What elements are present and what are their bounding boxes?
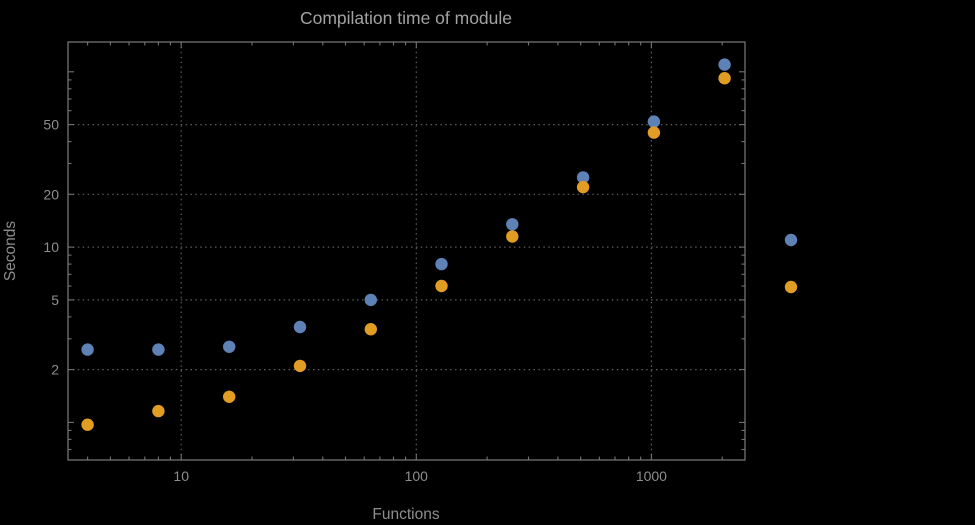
legend (784, 233, 798, 294)
y-tick-label: 10 (43, 239, 59, 255)
data-point-series-orange (576, 180, 590, 194)
frame-layer (67, 41, 746, 461)
legend-marker-series-orange (784, 280, 798, 294)
chart-title: Compilation time of module (300, 8, 512, 28)
y-tick-label: 2 (51, 362, 59, 378)
y-axis-label: Seconds (2, 221, 19, 282)
legend-marker-series-blue (784, 233, 798, 247)
x-tick-label: 100 (405, 468, 429, 484)
data-point-series-blue (506, 218, 519, 231)
data-point-series-orange (293, 359, 307, 373)
y-tick-label: 5 (51, 292, 59, 308)
data-point-series-orange (506, 230, 519, 243)
x-axis-label: Functions (372, 506, 439, 523)
data-point-series-blue (576, 171, 590, 184)
data-point-series-orange (718, 72, 731, 85)
data-points (81, 58, 731, 431)
data-point-series-orange (81, 418, 94, 431)
x-tick-label: 1000 (636, 468, 667, 484)
data-point-series-blue (223, 340, 236, 353)
y-tick-label: 50 (43, 117, 59, 133)
axis-ticks (68, 42, 745, 460)
data-point-series-orange (435, 279, 448, 293)
y-tick-label: 20 (43, 186, 59, 202)
data-point-series-blue (152, 343, 165, 356)
data-point-series-orange (152, 404, 165, 418)
gridlines (68, 42, 745, 460)
data-point-series-orange (364, 323, 377, 336)
data-point-series-blue (718, 58, 731, 71)
data-point-series-orange (223, 390, 236, 403)
data-point-series-blue (81, 343, 94, 356)
plot-frame (67, 41, 746, 461)
tick-labels: 10 100 1000 2 5 10 20 50 (43, 117, 667, 484)
data-point-series-blue (364, 293, 377, 307)
data-point-series-blue (293, 320, 307, 334)
x-tick-label: 10 (173, 468, 189, 484)
data-point-series-blue (647, 115, 661, 128)
data-point-series-blue (435, 257, 448, 271)
data-point-series-orange (647, 126, 661, 139)
